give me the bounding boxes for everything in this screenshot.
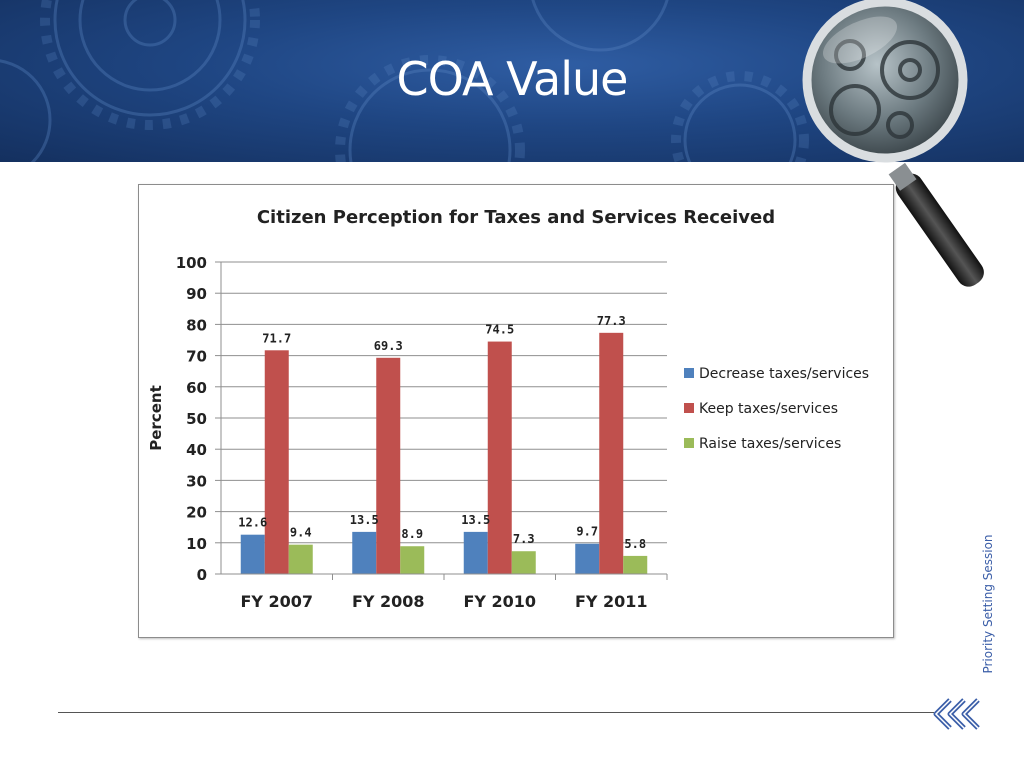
data-label: 5.8 (624, 537, 646, 551)
bar (400, 546, 425, 574)
y-tick-label: 10 (186, 535, 207, 553)
y-tick-label: 20 (186, 504, 207, 522)
chart-title: Citizen Perception for Taxes and Service… (257, 207, 775, 228)
bar (352, 531, 377, 574)
data-label: 13.5 (461, 513, 490, 527)
legend-label: Keep taxes/services (699, 401, 838, 417)
data-label: 9.7 (576, 525, 598, 539)
x-tick-label: FY 2011 (575, 592, 648, 611)
chart-panel: Citizen Perception for Taxes and Service… (138, 184, 894, 638)
data-label: 9.4 (290, 526, 312, 540)
bar (264, 350, 289, 574)
y-tick-label: 100 (176, 254, 207, 272)
bar (240, 534, 265, 574)
bar-chart: Citizen Perception for Taxes and Service… (147, 207, 869, 611)
x-tick-label: FY 2010 (463, 592, 536, 611)
data-label: 13.5 (350, 513, 379, 527)
data-label: 69.3 (374, 339, 403, 353)
y-axis-label: Percent (147, 385, 165, 450)
legend-swatch (684, 368, 694, 378)
bar (623, 555, 648, 574)
data-label: 12.6 (238, 516, 267, 530)
y-tick-label: 0 (197, 566, 207, 584)
data-label: 74.5 (485, 323, 514, 337)
legend-label: Raise taxes/services (699, 436, 841, 452)
bar (288, 544, 313, 574)
session-label: Priority Setting Session (981, 534, 995, 674)
footer-divider (58, 712, 934, 713)
data-label: 7.3 (513, 532, 535, 546)
bar (575, 543, 600, 574)
x-tick-label: FY 2007 (240, 592, 313, 611)
x-tick-label: FY 2008 (352, 592, 425, 611)
bar (599, 332, 624, 574)
legend-label: Decrease taxes/services (699, 366, 869, 382)
bar (511, 551, 536, 574)
triple-chevron-left-icon (933, 698, 980, 730)
y-tick-label: 30 (186, 472, 207, 490)
gear-background-icon (0, 0, 809, 162)
bar (376, 357, 401, 574)
data-label: 8.9 (401, 527, 423, 541)
bar (463, 531, 488, 574)
magnifying-glass-icon (802, 0, 984, 287)
legend-swatch (684, 403, 694, 413)
y-tick-label: 80 (186, 316, 207, 334)
data-label: 77.3 (597, 314, 626, 328)
y-tick-label: 40 (186, 441, 207, 459)
bar (487, 341, 512, 574)
legend-swatch (684, 438, 694, 448)
y-tick-label: 70 (186, 348, 207, 366)
data-label: 71.7 (262, 331, 291, 345)
y-tick-label: 50 (186, 410, 207, 428)
y-tick-label: 90 (186, 285, 207, 303)
slide-title: COA Value (396, 52, 629, 106)
y-tick-label: 60 (186, 379, 207, 397)
